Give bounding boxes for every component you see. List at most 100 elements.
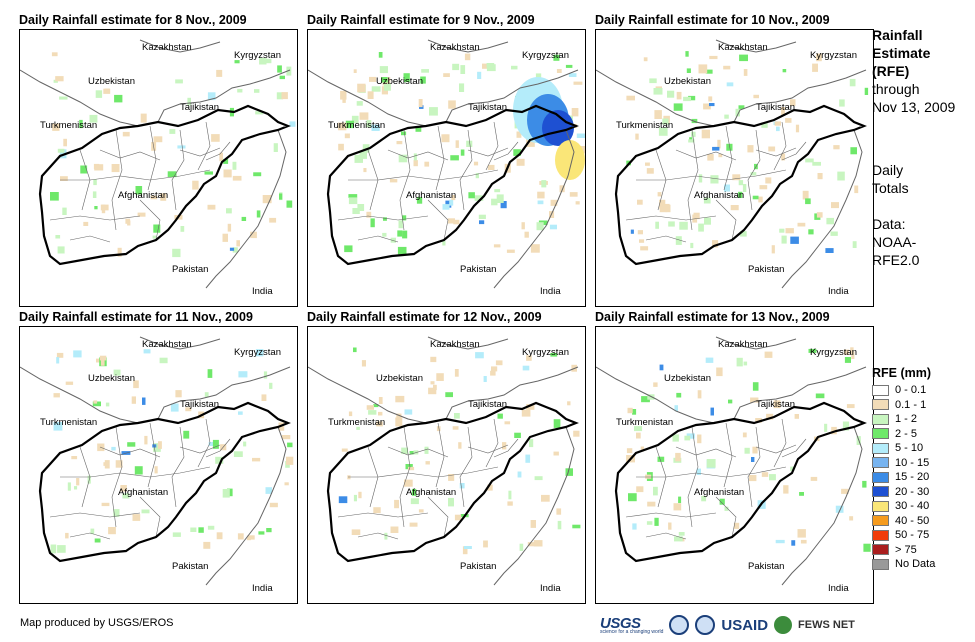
rain-cell	[445, 392, 453, 398]
rain-cell	[79, 119, 83, 129]
rain-cell	[247, 535, 255, 540]
rain-cell	[371, 86, 381, 92]
rain-cell	[175, 79, 183, 84]
rain-cell	[192, 180, 199, 190]
sidebar-through: through	[872, 81, 920, 97]
rain-cell	[463, 546, 472, 549]
rain-cell	[95, 90, 103, 98]
rain-cell	[533, 540, 543, 547]
rain-cell	[466, 140, 473, 147]
rain-cell	[841, 488, 849, 494]
rain-cell	[398, 220, 403, 229]
rain-cell	[117, 247, 122, 257]
rain-cell	[154, 466, 158, 474]
rain-cell	[390, 526, 399, 533]
rain-cell	[637, 230, 643, 235]
rain-cell	[516, 158, 525, 166]
rain-cell	[530, 520, 536, 528]
rain-cell	[415, 126, 422, 132]
rain-cell	[172, 248, 181, 258]
rain-cell	[654, 517, 659, 526]
rain-cell	[506, 249, 515, 253]
legend-label: 2 - 5	[895, 427, 918, 440]
province-border	[357, 532, 399, 540]
rain-cell	[751, 457, 755, 462]
rain-cell	[460, 65, 466, 74]
country-label-afghanistan: Afghanistan	[118, 487, 169, 498]
country-border	[38, 401, 291, 563]
legend-label: 0 - 0.1	[895, 384, 927, 397]
country-label-india: India	[540, 583, 561, 594]
rain-cell	[835, 505, 844, 513]
rain-cell	[403, 73, 410, 83]
rain-cell	[781, 235, 787, 244]
rain-cell	[53, 393, 60, 398]
country-label-afghanistan: Afghanistan	[406, 487, 457, 498]
rain-cell	[358, 491, 362, 499]
rain-cell	[516, 131, 522, 138]
rain-cell	[464, 53, 471, 61]
rain-cell	[529, 439, 534, 448]
rain-cell	[341, 448, 348, 452]
rain-cell	[378, 397, 383, 404]
country-label-uzbekistan: Uzbekistan	[376, 76, 423, 87]
rain-cell	[550, 353, 558, 357]
rain-cell	[100, 357, 105, 366]
rain-cell	[626, 448, 633, 454]
rain-cell	[443, 73, 450, 77]
rain-cell	[724, 184, 730, 192]
legend-label: 15 - 20	[895, 471, 930, 484]
rain-cell	[142, 397, 146, 405]
rain-cell	[765, 177, 772, 184]
rain-cell	[190, 527, 197, 532]
rain-cell	[555, 140, 585, 180]
rain-cell	[443, 134, 448, 142]
rain-cell	[256, 210, 261, 218]
sidebar-data-label: Data:	[872, 216, 906, 232]
rain-cell	[742, 184, 747, 192]
rain-cell	[185, 407, 192, 412]
legend-label: 1 - 2	[895, 413, 918, 426]
legend-item: 10 - 15	[872, 456, 972, 471]
rain-cell	[103, 88, 111, 94]
rain-cell	[338, 496, 348, 504]
country-label-kyrgyzstan: Kyrgyzstan	[522, 347, 569, 358]
rain-cell	[500, 201, 507, 209]
rain-cell	[383, 83, 391, 91]
rain-cell	[263, 58, 272, 64]
rain-cell	[452, 63, 460, 71]
rain-cell	[797, 529, 806, 538]
province-border	[459, 129, 473, 211]
rain-cell	[726, 82, 734, 87]
rain-cell	[473, 161, 479, 166]
rain-cell	[678, 496, 682, 503]
province-border	[69, 235, 111, 243]
rainfall-map: Kazakhstan Kyrgyzstan Uzbekistan Tajikistan…	[19, 29, 298, 307]
country-label-kazakhstan: Kazakhstan	[718, 42, 768, 53]
country-label-pakistan: Pakistan	[172, 264, 209, 275]
country-label-kazakhstan: Kazakhstan	[430, 42, 480, 53]
rain-cell	[795, 124, 800, 133]
rain-cell	[556, 508, 562, 515]
rain-cell	[559, 185, 565, 193]
rain-cell	[442, 241, 446, 246]
country-label-tajikistan: Tajikistan	[756, 102, 796, 113]
rain-cell	[425, 461, 430, 465]
rain-cell	[810, 476, 818, 481]
rain-cell	[739, 54, 748, 62]
rain-cell	[576, 133, 585, 138]
rain-cell	[673, 103, 683, 111]
rain-cell	[348, 411, 353, 417]
rain-cell	[286, 200, 293, 208]
rain-cell	[755, 418, 762, 423]
rain-cell	[223, 158, 229, 164]
rain-cell	[794, 414, 799, 419]
province-border	[357, 235, 399, 243]
rain-cell	[728, 399, 733, 404]
rain-cell	[452, 426, 459, 430]
rain-cell	[281, 92, 288, 100]
rainfall-map: Kazakhstan Kyrgyzstan Uzbekistan Tajikistan…	[595, 326, 874, 604]
rain-cell	[537, 191, 545, 199]
rain-cell	[775, 539, 785, 544]
